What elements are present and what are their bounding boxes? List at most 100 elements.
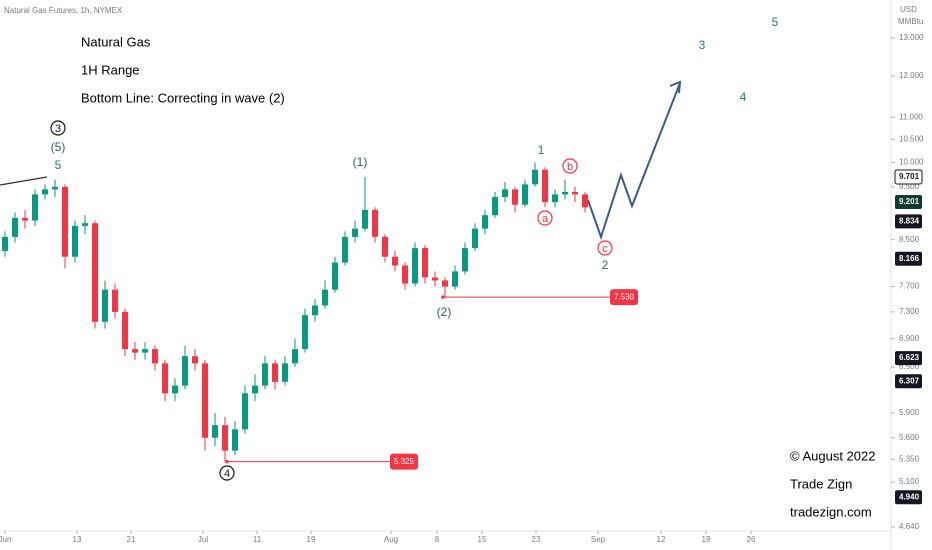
price-tag-label: 9.201 (899, 197, 920, 206)
candle-body (22, 217, 28, 221)
candle-body (472, 228, 478, 249)
price-line-anchor (441, 295, 445, 299)
y-tick-label: 7.700 (899, 282, 920, 291)
credit: tradezign.com (790, 504, 872, 519)
price-line-box (610, 289, 638, 306)
wave-label: 2 (602, 258, 609, 272)
wave-label: (1) (353, 155, 368, 169)
wave-circle (537, 210, 553, 226)
currency: USD (900, 5, 917, 14)
candle-body (92, 223, 98, 322)
x-tick-label: 21 (127, 535, 136, 544)
projection-arrow (669, 80, 682, 94)
x-tick-label: Sep (591, 535, 606, 544)
projection-path (587, 82, 681, 241)
x-tick-label: 12 (657, 535, 666, 544)
candle-body (462, 248, 468, 272)
y-tick-label: 5.100 (899, 477, 920, 486)
price-tag-label: 4.940 (899, 492, 920, 501)
candle-body (372, 209, 378, 237)
price-tag (895, 214, 922, 229)
wave-label: 3 (699, 38, 706, 52)
candle-body (332, 262, 338, 290)
candle-body (252, 385, 258, 394)
y-tick-label: 12.000 (899, 71, 924, 80)
wave-label: a (542, 213, 549, 225)
candle-body (522, 184, 528, 205)
candle-body (552, 194, 558, 203)
x-tick-label: 23 (532, 535, 541, 544)
y-tick-label: 4.640 (899, 522, 920, 531)
candle-body (382, 236, 388, 257)
candle-body (212, 425, 218, 438)
candle-body (2, 236, 8, 251)
candle-body (62, 186, 68, 257)
wave-label: 5 (55, 158, 62, 172)
candle-body (112, 289, 118, 312)
symbol-header: Natural Gas Futures, 1h, NYMEX (4, 6, 123, 15)
candle-body (582, 194, 588, 208)
candle-body (32, 194, 38, 221)
candle-body (172, 385, 178, 394)
y-tick-label: 11.000 (899, 112, 923, 121)
price-tag-label: 9.701 (899, 172, 920, 181)
wave-label: (5) (51, 140, 66, 154)
candle-body (142, 349, 148, 353)
credit: © August 2022 (790, 448, 875, 463)
candle-body (482, 215, 488, 229)
y-tick-label: 10.000 (899, 158, 924, 167)
y-tick-label: 9.500 (899, 182, 920, 191)
price-tag-label: 8.834 (899, 216, 920, 225)
candle-body (362, 209, 368, 229)
candle-body (42, 189, 48, 195)
candle-body (202, 363, 208, 438)
note: Bottom Line: Correcting in wave (2) (81, 90, 285, 105)
y-tick-label: 6.500 (899, 362, 920, 371)
y-tick-label: 5.350 (899, 455, 920, 464)
wave-label: c (602, 243, 608, 255)
candle-body (72, 225, 78, 257)
candle-body (122, 311, 128, 350)
wave-label: 4 (224, 468, 230, 480)
x-tick-label: Jul (198, 535, 208, 544)
candle-body (182, 356, 188, 386)
y-tick-label: 8.500 (899, 235, 920, 244)
candle-body (272, 363, 278, 382)
candle-body (162, 363, 168, 394)
candle-body (312, 305, 318, 316)
candle-body (392, 256, 398, 266)
unit: MMBtu (898, 17, 923, 26)
credit: Trade Zign (790, 476, 852, 491)
candle-body (52, 186, 58, 190)
x-tick-label: Jun (0, 535, 11, 544)
wave-label: (2) (437, 305, 452, 319)
x-tick-label: 19 (307, 535, 316, 544)
candle-body (152, 349, 158, 364)
trend-line (0, 176, 48, 186)
candle-body (12, 217, 18, 237)
candle-body (432, 277, 438, 281)
candle-body (242, 393, 248, 430)
price-tag-label: 6.623 (899, 353, 920, 362)
y-tick-label: 7.300 (899, 307, 920, 316)
candle-body (132, 349, 138, 353)
note: Natural Gas (81, 34, 151, 49)
price-tag (895, 374, 922, 389)
wave-circle (597, 240, 613, 256)
y-tick-label: 13.000 (899, 33, 924, 42)
y-tick-label: 5.900 (899, 408, 920, 417)
x-tick-label: 15 (478, 535, 487, 544)
wave-circle (219, 465, 235, 481)
candle-body (562, 191, 568, 195)
price-tag-label: 6.307 (899, 376, 920, 385)
price-tag-label: 8.166 (899, 254, 920, 263)
wave-label: 3 (55, 123, 61, 135)
candle-body (322, 289, 328, 306)
x-tick-label: 8 (435, 535, 440, 544)
wave-circle (562, 158, 578, 174)
candle-body (342, 236, 348, 263)
candle-body (232, 429, 238, 451)
wave-label: 5 (772, 15, 779, 29)
